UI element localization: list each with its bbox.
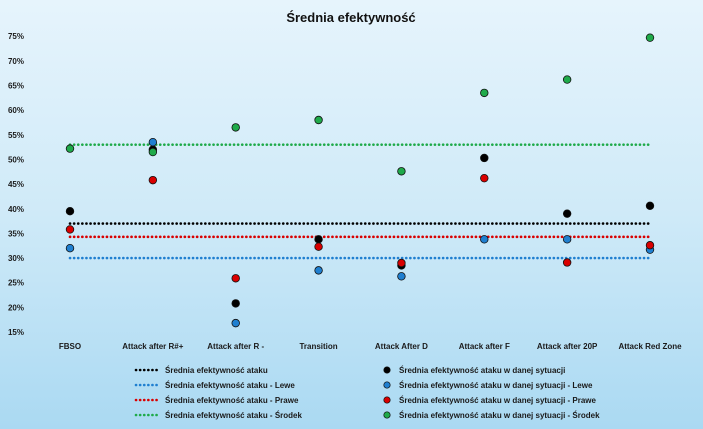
data-point — [314, 242, 323, 251]
y-tick-label: 50% — [8, 155, 24, 164]
legend-label: Średnia efektywność ataku - Środek — [165, 411, 302, 420]
x-tick-label: Attack After D — [375, 342, 428, 351]
legend-label: Średnia efektywność ataku - Lewe — [165, 381, 295, 390]
data-point — [562, 258, 572, 267]
chart-title: Średnia efektywność — [286, 10, 415, 25]
x-tick-label: Attack after F — [459, 342, 510, 351]
x-tick-label: Attack after R - — [207, 342, 264, 351]
data-point — [397, 272, 406, 281]
legend-point-marker — [383, 396, 391, 404]
legend-label: Średnia efektywność ataku - Prawe — [165, 396, 299, 405]
legend-label: Średnia efektywność ataku w danej sytuac… — [399, 366, 565, 375]
data-point — [231, 274, 240, 283]
data-point — [397, 167, 406, 176]
data-point — [314, 235, 323, 244]
data-point — [231, 123, 240, 132]
data-point — [562, 235, 572, 244]
reference-lines — [68, 143, 652, 260]
data-point — [645, 33, 655, 42]
data-point — [645, 241, 655, 250]
y-tick-label: 65% — [8, 82, 24, 91]
data-point — [480, 153, 489, 163]
y-tick-label: 70% — [8, 57, 24, 66]
y-tick-label: 20% — [8, 303, 24, 312]
y-tick-label: 35% — [8, 229, 24, 238]
legend-label: Średnia efektywność ataku w danej sytuac… — [399, 411, 600, 420]
x-tick-label: Attack Red Zone — [618, 342, 682, 351]
data-point — [148, 147, 158, 157]
legend: Średnia efektywność ataku Średnia efektyw… — [134, 366, 600, 420]
data-point — [397, 258, 406, 268]
data-point — [65, 243, 75, 253]
y-tick-label: 25% — [8, 279, 24, 288]
legend-point-marker — [383, 366, 391, 374]
x-tick-label: Transition — [299, 342, 337, 351]
x-tick-label: Attack after 20P — [537, 342, 598, 351]
x-tick-label: FBSO — [59, 342, 81, 351]
data-points — [65, 33, 655, 328]
data-point — [231, 318, 240, 328]
x-tick-label: Attack after R#+ — [122, 342, 183, 351]
legend-point-marker — [383, 381, 391, 389]
x-axis-ticks: FBSO Attack after R#+ Attack after R - Tran… — [59, 342, 682, 351]
legend-label: Średnia efektywność ataku w danej sytuac… — [399, 396, 597, 405]
data-point — [314, 115, 323, 125]
legend-label: Średnia efektywność ataku — [165, 366, 268, 375]
y-tick-label: 60% — [8, 106, 24, 115]
y-tick-label: 55% — [8, 131, 24, 140]
y-tick-label: 45% — [8, 180, 24, 189]
y-tick-label: 30% — [8, 254, 24, 263]
data-point — [65, 144, 75, 153]
y-tick-label: 75% — [8, 32, 24, 41]
data-point — [65, 207, 75, 216]
data-point — [148, 175, 158, 185]
data-point — [231, 299, 240, 308]
data-point — [148, 137, 158, 147]
data-point — [645, 201, 655, 210]
data-point — [314, 266, 323, 275]
legend-label: Średnia efektywność ataku w danej sytuac… — [399, 381, 593, 390]
y-tick-label: 15% — [8, 328, 24, 337]
data-point — [562, 209, 572, 218]
data-point — [562, 75, 572, 84]
data-point — [480, 235, 489, 244]
data-point — [65, 225, 75, 234]
data-point — [480, 173, 489, 183]
y-axis-ticks: 15% 20% 25% 30% 35% 40% 45% 50% 55% 60% 65% 70% 75% — [8, 32, 24, 337]
data-point — [480, 88, 489, 98]
legend-point-marker — [383, 411, 391, 419]
y-tick-label: 40% — [8, 205, 24, 214]
